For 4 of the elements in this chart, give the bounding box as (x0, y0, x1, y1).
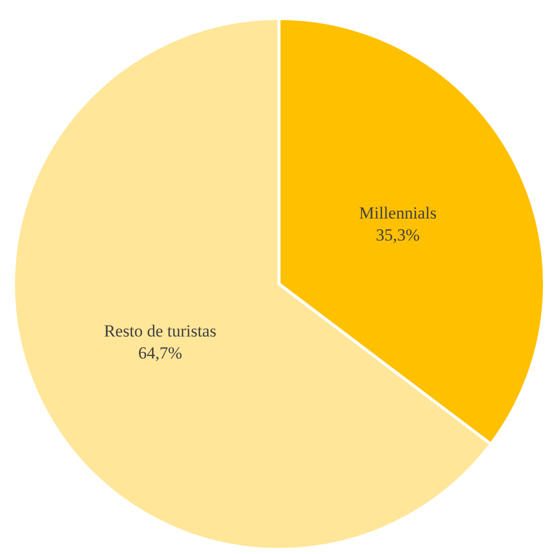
data-label: 64,7% (138, 344, 182, 363)
slice-label: Millennials (359, 203, 437, 222)
data-label: 35,3% (376, 225, 420, 244)
slice-label: Resto de turistas (104, 322, 216, 341)
